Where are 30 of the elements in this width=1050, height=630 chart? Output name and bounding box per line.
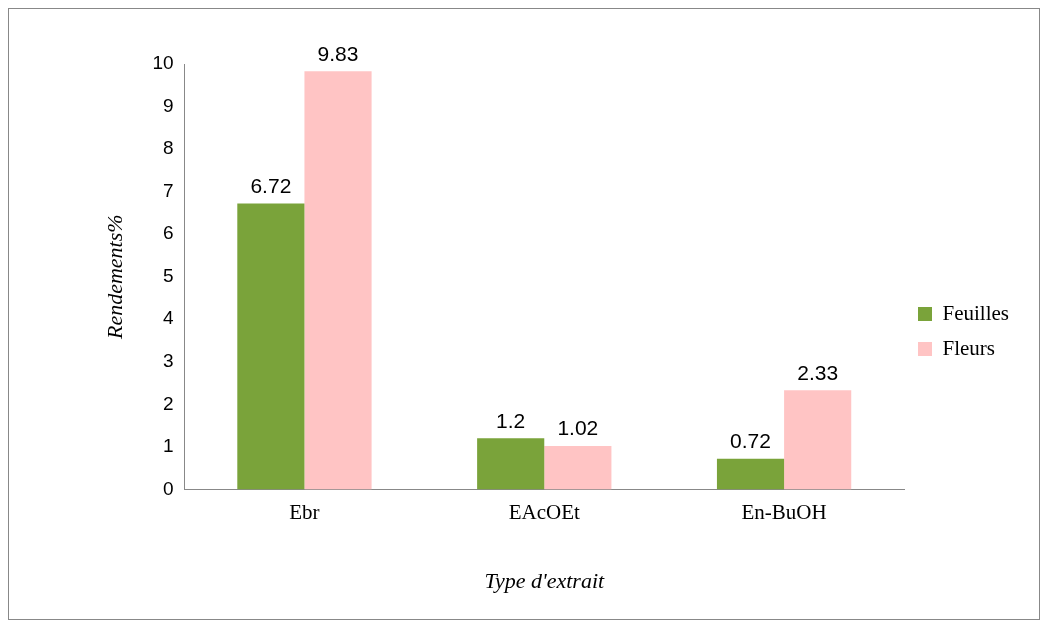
y-tick-label: 9 [162,94,174,116]
y-tick-label: 7 [162,179,174,201]
data-label: 0.72 [730,429,771,453]
bar [716,458,785,490]
y-tick-label: 10 [152,52,174,74]
bar [304,71,372,490]
x-axis-title: Type d'extrait [484,567,606,593]
y-tick-label: 2 [162,392,174,414]
bar [784,390,852,490]
x-tick-label: En-BuOH [741,499,827,524]
bar [237,203,305,490]
bar [477,438,545,490]
y-tick-label: 0 [162,477,174,499]
y-tick-label: 5 [162,264,174,286]
data-label: 1.2 [496,408,526,432]
y-tick-label: 3 [162,350,174,372]
x-tick-label: Ebr [289,499,320,524]
y-tick-label: 4 [162,307,174,329]
data-label: 6.72 [250,173,292,197]
data-label: 9.83 [317,41,359,65]
legend-label: Feuilles [942,300,1009,325]
legend-label: Fleurs [942,335,995,360]
y-tick-label: 6 [162,222,174,244]
data-label: 1.02 [557,416,599,440]
data-label: 2.33 [797,360,839,384]
y-tick-label: 1 [162,435,174,457]
x-tick-label: EAcOEt [508,499,580,524]
y-axis-title: Rendements% [101,214,127,341]
bar [544,446,612,490]
y-tick-label: 8 [162,137,174,159]
